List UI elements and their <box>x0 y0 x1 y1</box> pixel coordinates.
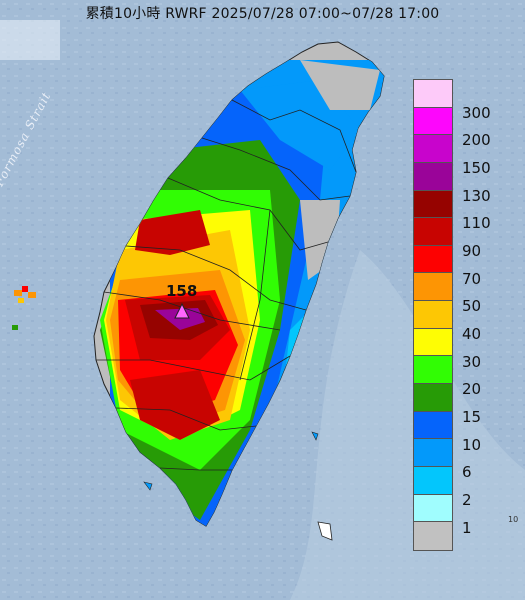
corner-tick-label: 10 <box>508 515 519 524</box>
legend-swatch <box>414 328 452 357</box>
legend-label: 150 <box>462 159 491 178</box>
legend-swatch <box>414 439 452 467</box>
legend-swatch <box>414 80 452 108</box>
legend-swatch <box>414 494 452 523</box>
legend-swatch <box>414 356 452 385</box>
penghu-islands <box>12 286 36 330</box>
map-title: 累積10小時 RWRF 2025/07/28 07:00~07/28 17:00 <box>85 6 440 22</box>
max-rainfall-triangle-icon <box>174 302 190 319</box>
legend-label: 30 <box>462 352 482 371</box>
legend-swatch <box>414 135 452 163</box>
rainfall-field <box>100 60 384 526</box>
legend-label: 300 <box>462 103 491 122</box>
legend-label: 1 <box>462 518 472 537</box>
legend-label: 50 <box>462 297 482 316</box>
legend-label: 90 <box>462 242 482 261</box>
legend-swatch <box>414 162 452 191</box>
legend-label: 110 <box>462 214 491 233</box>
legend-swatch <box>414 384 452 412</box>
max-rainfall-value: 158 <box>166 282 198 300</box>
legend-label: 10 <box>462 435 482 454</box>
lanyu-island <box>317 521 333 541</box>
county-boundaries <box>96 99 357 471</box>
legend-swatch <box>414 190 452 219</box>
legend-swatch <box>414 411 452 440</box>
ocean-relief <box>290 250 525 600</box>
legend-label: 40 <box>462 325 482 344</box>
legend-swatch <box>414 466 452 495</box>
legend-label: 6 <box>462 463 472 482</box>
legend-swatch <box>414 522 452 550</box>
green-island <box>311 431 319 441</box>
legend-swatch <box>414 245 452 274</box>
legend-swatch <box>414 273 452 302</box>
legend-swatch <box>414 218 452 246</box>
legend-label: 15 <box>462 407 482 426</box>
legend-label: 200 <box>462 131 491 150</box>
legend-swatch <box>414 301 452 329</box>
liuqiu-island <box>143 481 153 491</box>
legend-label: 20 <box>462 380 482 399</box>
legend-swatch <box>414 107 452 136</box>
color-legend <box>413 79 453 551</box>
legend-label: 70 <box>462 269 482 288</box>
legend-label: 2 <box>462 490 472 509</box>
legend-label: 130 <box>462 186 491 205</box>
matsu-clouds <box>0 20 60 60</box>
